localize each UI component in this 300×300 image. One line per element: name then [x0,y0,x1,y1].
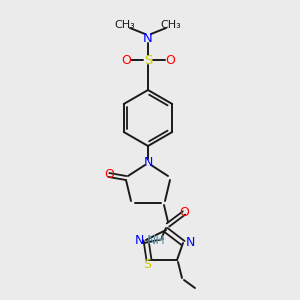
Text: O: O [104,169,114,182]
Text: O: O [165,53,175,67]
Text: CH₃: CH₃ [115,20,135,30]
Text: N: N [143,32,153,44]
Text: N: N [143,157,153,169]
Text: S: S [143,259,151,272]
Text: N: N [185,236,195,250]
Text: O: O [121,53,131,67]
Text: N: N [134,233,144,247]
Text: O: O [179,206,189,220]
Text: CH₃: CH₃ [160,20,182,30]
Text: S: S [144,53,152,67]
Text: NH: NH [147,233,165,247]
